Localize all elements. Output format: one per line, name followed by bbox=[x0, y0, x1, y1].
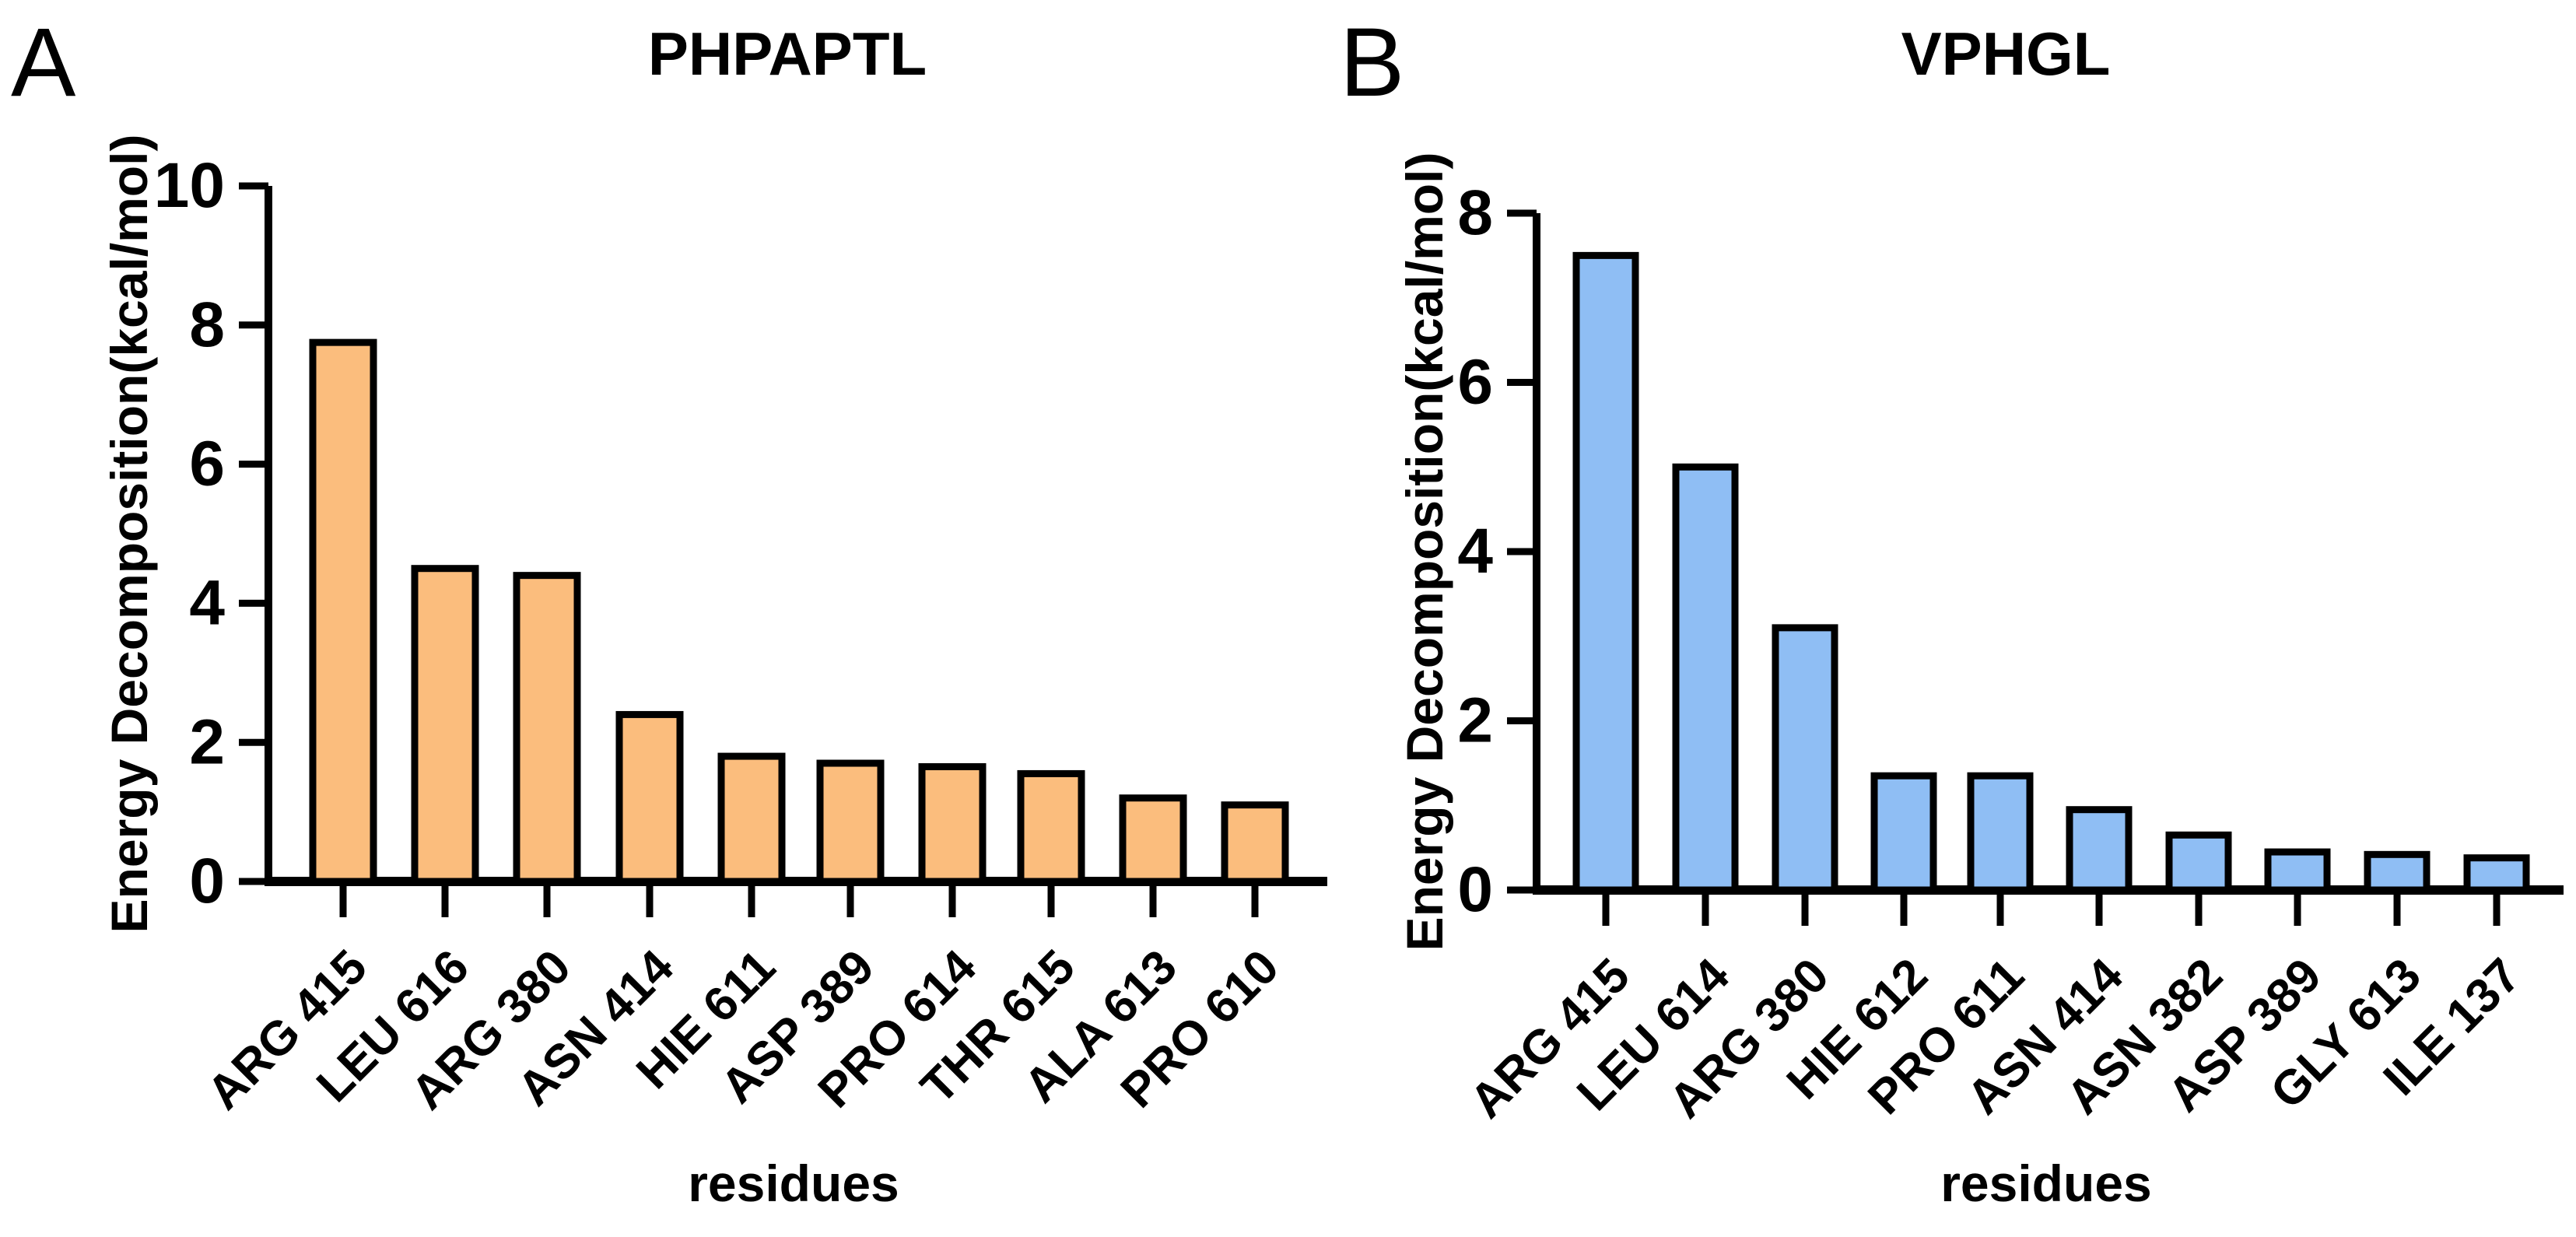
bar bbox=[411, 565, 479, 885]
panel-a-letter: A bbox=[11, 9, 76, 117]
bar bbox=[918, 762, 987, 885]
bar bbox=[1119, 794, 1187, 885]
y-tick-label: 8 bbox=[1457, 177, 1493, 248]
panel-a-title: PHPAPTL bbox=[647, 19, 927, 88]
bar bbox=[1772, 624, 1838, 894]
bar bbox=[1221, 801, 1289, 885]
y-tick-label: 10 bbox=[154, 150, 225, 221]
y-tick-label: 6 bbox=[189, 429, 225, 499]
bar bbox=[1967, 772, 2034, 894]
bar bbox=[2165, 831, 2232, 894]
panel-b-x-axis-label: residues bbox=[1940, 1155, 2152, 1212]
bar bbox=[1017, 769, 1085, 885]
panel-a-y-axis-label: Energy Decomposition(kcal/mol) bbox=[100, 134, 158, 934]
panel-a-x-axis-label: residues bbox=[688, 1155, 899, 1212]
panel-b-letter: B bbox=[1340, 9, 1405, 117]
y-tick-label: 4 bbox=[1457, 516, 1493, 587]
bar bbox=[1572, 251, 1639, 894]
y-tick-label: 8 bbox=[189, 289, 225, 360]
bar bbox=[1870, 772, 1937, 894]
y-tick-label: 0 bbox=[1457, 854, 1493, 925]
bar bbox=[615, 710, 684, 885]
panel-b-y-axis-label: Energy Decomposition(kcal/mol) bbox=[1396, 152, 1453, 951]
bar bbox=[717, 752, 786, 885]
bar bbox=[2364, 850, 2431, 894]
y-tick-label: 0 bbox=[189, 846, 225, 916]
bar bbox=[2264, 848, 2331, 894]
y-tick-label: 6 bbox=[1457, 347, 1493, 418]
bar bbox=[2463, 854, 2530, 894]
y-tick-label: 4 bbox=[189, 567, 225, 638]
bar bbox=[816, 759, 885, 885]
y-tick-label: 2 bbox=[1457, 685, 1493, 756]
bar bbox=[2066, 806, 2133, 894]
bar bbox=[1672, 463, 1739, 894]
panel-b-title: VPHGL bbox=[1901, 19, 2111, 88]
y-tick-label: 2 bbox=[189, 706, 225, 777]
bar bbox=[513, 572, 581, 885]
bar bbox=[309, 338, 377, 885]
